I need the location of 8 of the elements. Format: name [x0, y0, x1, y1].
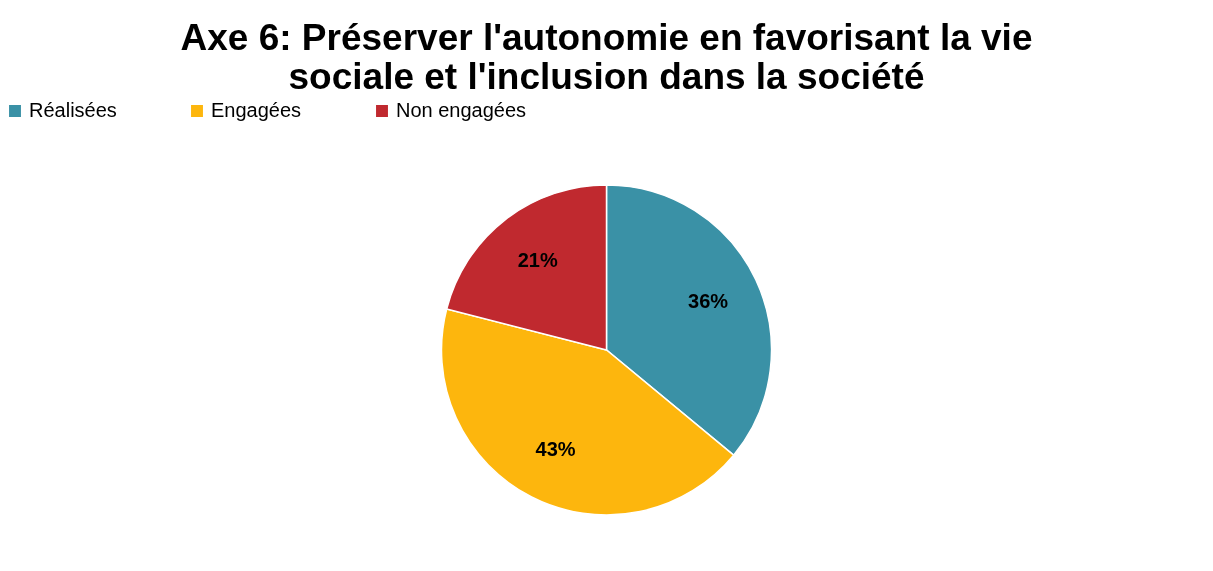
data-label: 21% [517, 249, 558, 272]
legend-label: Engagées [211, 99, 302, 121]
legend-label: Réalisées [29, 99, 117, 121]
text: Axe 6: Préserver l'autonomie en favorisant la vie [180, 17, 1033, 58]
text: sociale et l'inclusion dans la société [288, 56, 925, 97]
data-label: 36% [688, 290, 729, 313]
data-label: 43% [535, 437, 576, 460]
legend-label: Non engagées [396, 99, 527, 121]
